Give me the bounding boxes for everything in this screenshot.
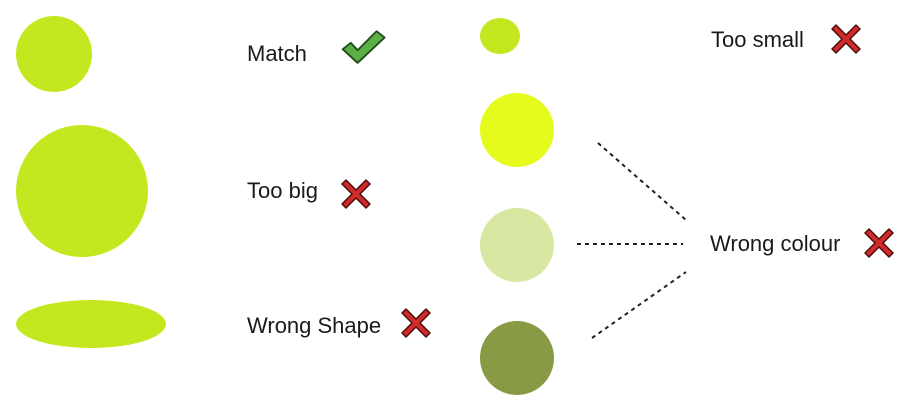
wrong-shape-label: Wrong Shape: [247, 313, 382, 338]
wrong-colour-bright-circle: [480, 93, 554, 167]
checkmark-icon: [341, 30, 386, 64]
wrong-colour-label: Wrong colour: [710, 231, 841, 256]
too-big-label: Too big: [247, 178, 318, 203]
too-small-circle: [480, 18, 520, 54]
cross-icon: [401, 308, 431, 338]
connector-line-bottom: [591, 271, 687, 339]
too-small-label: Too small: [711, 27, 804, 52]
wrong-shape-ellipse: [16, 300, 166, 348]
wrong-colour-pale-circle: [480, 208, 554, 282]
match-label: Match: [247, 41, 307, 66]
wrong-colour-dark-circle: [480, 321, 554, 395]
match-circle: [16, 16, 92, 92]
too-big-circle: [16, 125, 148, 257]
cross-icon: [831, 24, 861, 54]
cross-icon: [864, 228, 894, 258]
connector-line-top: [597, 142, 687, 221]
cross-icon: [341, 179, 371, 209]
